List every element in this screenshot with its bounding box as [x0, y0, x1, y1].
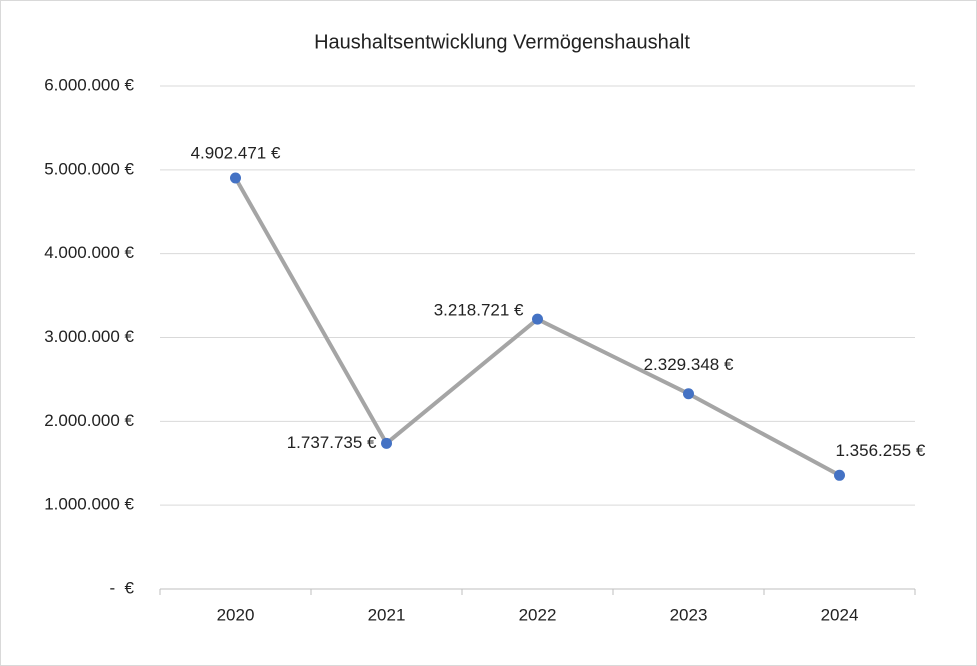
y-tick-label: - € — [109, 578, 134, 597]
data-label: 3.218.721 € — [434, 301, 524, 320]
data-label: 2.329.348 € — [644, 355, 734, 374]
marker — [230, 172, 241, 184]
marker — [381, 437, 392, 449]
y-tick-label: 1.000.000 € — [44, 495, 134, 514]
marker — [683, 388, 694, 400]
y-tick-label: 2.000.000 € — [44, 411, 134, 430]
data-label: 4.902.471 € — [191, 143, 281, 162]
x-tick-label: 2023 — [670, 605, 708, 624]
chart-title: Haushaltsentwicklung Vermögenshaushalt — [314, 31, 690, 53]
x-tick-label: 2024 — [821, 605, 859, 624]
y-tick-label: 3.000.000 € — [44, 327, 134, 346]
x-tick-label: 2022 — [519, 605, 557, 624]
y-tick-label: 6.000.000 € — [44, 75, 134, 94]
data-label: 1.737.735 € — [287, 433, 377, 452]
marker — [532, 313, 543, 325]
x-tick-label: 2020 — [217, 605, 255, 624]
y-tick-label: 4.000.000 € — [44, 243, 134, 262]
y-tick-label: 5.000.000 € — [44, 159, 134, 178]
data-label: 1.356.255 € — [836, 441, 926, 460]
marker — [834, 469, 845, 481]
x-tick-label: 2021 — [368, 605, 406, 624]
